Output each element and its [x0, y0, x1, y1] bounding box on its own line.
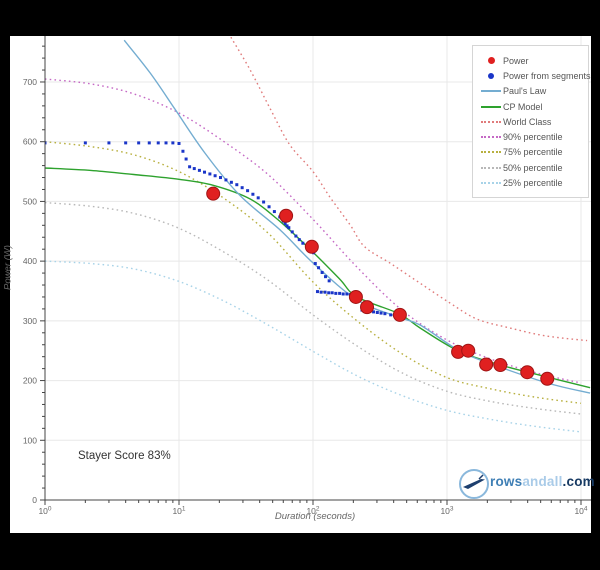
series-curves	[45, 36, 591, 433]
svg-text:104: 104	[574, 506, 587, 517]
p25-swatch-mark	[481, 182, 501, 185]
svg-text:0: 0	[32, 495, 37, 505]
logo-text: rowsandall.com	[490, 474, 595, 489]
svg-text:100: 100	[38, 506, 51, 517]
p75-curve	[45, 141, 582, 404]
p50-legend-label: 50% percentile	[503, 162, 563, 173]
p75-swatch-mark	[481, 151, 501, 154]
logo-text-rows: rows	[490, 474, 523, 489]
cp-swatch-mark	[481, 105, 501, 108]
p90-swatch-mark	[481, 136, 501, 139]
logo-text-com: .com	[562, 474, 595, 489]
svg-text:200: 200	[23, 376, 37, 386]
legend-item-p90[interactable]: 90% percentile	[479, 129, 582, 144]
rowing-boat-icon	[459, 469, 489, 499]
pauls-swatch-mark	[481, 90, 501, 93]
power-points	[206, 186, 555, 386]
svg-text:600: 600	[23, 137, 37, 147]
cp-legend-swatch	[479, 105, 503, 108]
legend-item-p25[interactable]: 25% percentile	[479, 175, 582, 190]
svg-text:100: 100	[23, 435, 37, 445]
legend-item-p50[interactable]: 50% percentile	[479, 160, 582, 175]
cp-legend-label: CP Model	[503, 101, 543, 112]
svg-text:101: 101	[172, 506, 185, 517]
logo-text-andall: andall	[522, 474, 563, 489]
y-axis-title: Power (W)	[2, 245, 14, 290]
svg-text:400: 400	[23, 256, 37, 266]
power-swatch-mark	[487, 57, 495, 65]
chart-legend: Power Power from segments Paul's Law CP Mod…	[472, 45, 591, 198]
svg-text:103: 103	[440, 506, 453, 517]
segments-swatch-mark	[488, 72, 494, 79]
legend-item-cp[interactable]: CP Model	[479, 99, 582, 114]
rowsandall-logo[interactable]: rowsandall.com	[455, 466, 595, 500]
cp-curve	[45, 167, 591, 389]
svg-text:102: 102	[306, 506, 319, 517]
segments-points	[45, 141, 393, 317]
svg-text:500: 500	[23, 196, 37, 206]
segments-legend-label: Power from segments	[503, 70, 591, 81]
wc-legend-swatch	[479, 120, 503, 123]
legend-item-p75[interactable]: 75% percentile	[479, 145, 582, 160]
p75-legend-label: 75% percentile	[503, 147, 563, 158]
legend-item-pauls[interactable]: Paul's Law	[479, 84, 582, 99]
pauls-legend-label: Paul's Law	[503, 86, 547, 97]
axes	[40, 36, 591, 505]
power-legend-label: Power	[503, 55, 529, 66]
p90-legend-label: 90% percentile	[503, 132, 563, 143]
p75-legend-swatch	[479, 151, 503, 154]
power-legend-swatch	[479, 57, 503, 65]
segments-legend-swatch	[479, 72, 503, 79]
legend-item-wc[interactable]: World Class	[479, 114, 582, 129]
p25-legend-label: 25% percentile	[503, 178, 563, 189]
p50-swatch-mark	[481, 166, 501, 169]
legend-item-segments[interactable]: Power from segments	[479, 68, 591, 83]
legend-item-power[interactable]: Power	[479, 53, 582, 68]
p90-legend-swatch	[479, 136, 503, 139]
stayer-score-annotation: Stayer Score 83%	[78, 450, 171, 462]
p50-legend-swatch	[479, 166, 503, 169]
svg-text:700: 700	[23, 77, 37, 87]
p25-legend-swatch	[479, 182, 503, 185]
x-axis-title: Duration (seconds)	[274, 511, 356, 522]
pauls-legend-swatch	[479, 90, 503, 93]
wc-swatch-mark	[481, 120, 501, 123]
svg-text:300: 300	[23, 316, 37, 326]
wc-legend-label: World Class	[503, 116, 552, 127]
